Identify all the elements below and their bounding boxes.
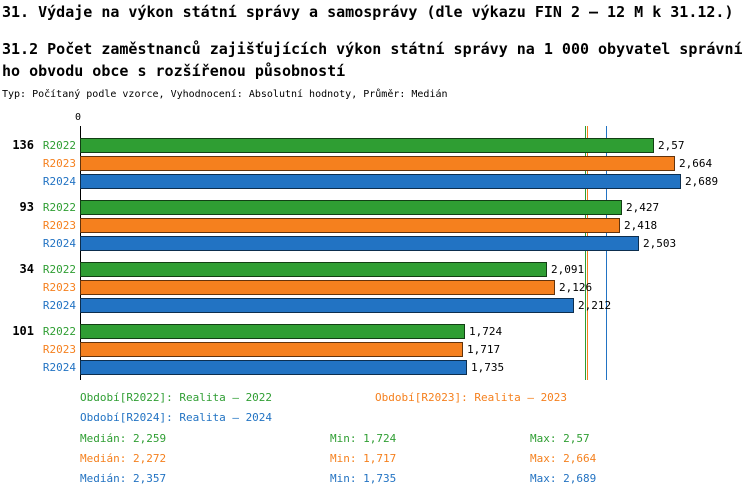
- bar-r2024: [80, 360, 467, 375]
- max-stat-r2024: Max: 2,689: [530, 472, 597, 485]
- bar-r2022: [80, 138, 654, 153]
- series-row-label: R2024: [42, 361, 76, 374]
- bar-r2023: [80, 342, 463, 357]
- series-row-label: R2024: [42, 299, 76, 312]
- bar-chart-plot: 136 R2022 2,57 R2023 2,664 R2024 2,689 93 R2022 2…: [0, 126, 750, 380]
- series-row-label: R2024: [42, 237, 76, 250]
- series-row-label: R2022: [42, 325, 76, 338]
- group-count-label: 101: [12, 324, 34, 338]
- median-stat-r2022: Medián: 2,259: [80, 432, 167, 445]
- bar-r2022: [80, 262, 547, 277]
- bar-r2022: [80, 324, 465, 339]
- median-stat-r2023: Medián: 2,272: [80, 452, 167, 465]
- bar-value-label: 2,091: [551, 263, 585, 276]
- bar-r2024: [80, 174, 681, 189]
- group-count-label: 136: [12, 138, 34, 152]
- group-count-label: 34: [19, 262, 34, 276]
- bar-value-label: 2,664: [679, 157, 713, 170]
- median-stat-r2024: Medián: 2,357: [80, 472, 167, 485]
- x-axis-origin-label: 0: [75, 112, 82, 123]
- legend-item-r2022: Období[R2022]: Realita – 2022: [80, 391, 273, 404]
- bar-value-label: 2,57: [658, 139, 685, 152]
- series-row-label: R2022: [42, 201, 76, 214]
- chart-meta-line: Typ: Počítaný podle vzorce, Vyhodnocení:…: [2, 89, 448, 100]
- median-line-r2024: [606, 126, 607, 380]
- bar-value-label: 2,418: [624, 219, 658, 232]
- bar-value-label: 1,735: [471, 361, 505, 374]
- bar-r2023: [80, 218, 620, 233]
- bar-value-label: 2,503: [643, 237, 677, 250]
- series-row-label: R2022: [42, 139, 76, 152]
- bar-r2023: [80, 156, 675, 171]
- group-count-label: 93: [19, 200, 34, 214]
- max-stat-r2022: Max: 2,57: [530, 432, 590, 445]
- bar-value-label: 1,724: [469, 325, 503, 338]
- min-stat-r2023: Min: 1,717: [330, 452, 397, 465]
- series-row-label: R2023: [42, 219, 76, 232]
- median-line-r2022: [585, 126, 586, 380]
- bar-r2024: [80, 236, 639, 251]
- chart-title: 31. Výdaje na výkon státní správy a samo…: [2, 3, 734, 21]
- series-row-label: R2023: [42, 157, 76, 170]
- bar-r2024: [80, 298, 574, 313]
- y-axis-line: [80, 126, 81, 380]
- chart-subtitle: 31.2 Počet zaměstnanců zajišťujících výk…: [2, 40, 743, 80]
- legend-item-r2023: Období[R2023]: Realita – 2023: [375, 391, 568, 404]
- bar-r2022: [80, 200, 622, 215]
- bar-value-label: 2,126: [559, 281, 593, 294]
- min-stat-r2024: Min: 1,735: [330, 472, 397, 485]
- legend-item-r2024: Období[R2024]: Realita – 2024: [80, 411, 273, 424]
- max-stat-r2023: Max: 2,664: [530, 452, 597, 465]
- min-stat-r2022: Min: 1,724: [330, 432, 397, 445]
- bar-value-label: 2,212: [578, 299, 612, 312]
- bar-value-label: 1,717: [467, 343, 501, 356]
- series-row-label: R2023: [42, 281, 76, 294]
- series-row-label: R2022: [42, 263, 76, 276]
- bar-value-label: 2,427: [626, 201, 660, 214]
- median-line-r2023: [587, 126, 588, 380]
- bar-value-label: 2,689: [685, 175, 719, 188]
- bar-r2023: [80, 280, 555, 295]
- series-row-label: R2024: [42, 175, 76, 188]
- series-row-label: R2023: [42, 343, 76, 356]
